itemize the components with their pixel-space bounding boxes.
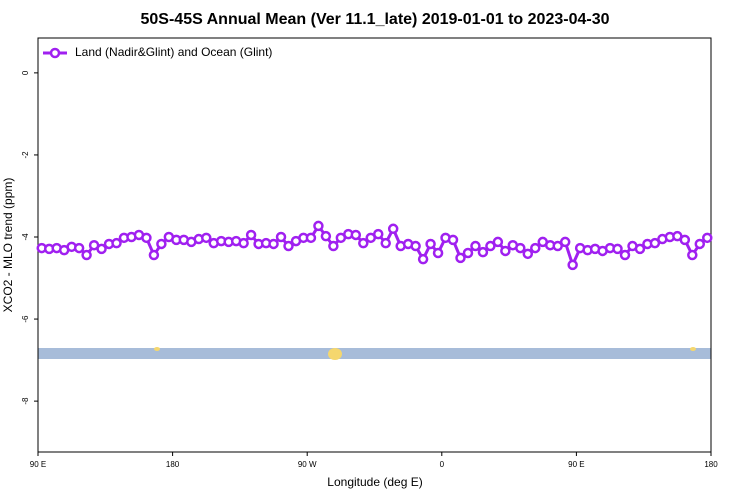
data-point [470, 240, 481, 252]
data-point [694, 238, 706, 250]
data-point [96, 243, 107, 255]
data-point [245, 229, 257, 241]
x-tick-label: 90 E [30, 460, 46, 469]
data-point [447, 234, 459, 246]
data-point [649, 237, 661, 249]
data-point [350, 229, 362, 241]
data-point [432, 247, 444, 259]
y-tick-label: -2 [21, 151, 30, 159]
data-point [455, 252, 466, 264]
data-point [268, 238, 279, 250]
data-point [530, 242, 541, 254]
data-point [148, 249, 160, 261]
data-point [634, 243, 646, 255]
x-tick-label: 180 [704, 460, 718, 469]
y-tick-label: 0 [21, 70, 30, 75]
y-tick-label: -8 [21, 397, 30, 405]
data-point [141, 232, 152, 244]
data-point [462, 247, 474, 259]
data-point [559, 236, 571, 248]
data-point [238, 237, 249, 249]
data-point [522, 248, 534, 260]
data-point [679, 234, 691, 246]
y-tick-label: -4 [21, 233, 30, 241]
x-tick-label: 0 [440, 460, 445, 469]
data-point [111, 237, 122, 249]
data-point [358, 237, 369, 249]
legend-marker [49, 47, 61, 59]
y-axis-label: XCO2 - MLO trend (ppm) [1, 178, 15, 313]
x-tick-label: 180 [166, 460, 180, 469]
land-ocean-strip [38, 348, 711, 359]
data-point [328, 240, 339, 252]
land-patch [690, 347, 696, 351]
chart-title: 50S-45S Annual Mean (Ver 11.1_late) 2019… [141, 11, 610, 28]
x-tick-label: 90 E [568, 460, 584, 469]
data-point [410, 240, 421, 252]
data-point [156, 238, 167, 250]
data-point [477, 246, 489, 258]
y-tick-label: -6 [21, 315, 30, 323]
data-point [702, 232, 713, 244]
data-point [283, 240, 294, 252]
legend-label: Land (Nadir&Glint) and Ocean (Glint) [75, 45, 272, 59]
data-point [425, 238, 436, 250]
x-axis-label: Longitude (deg E) [327, 475, 422, 489]
data-point [305, 232, 317, 244]
data-point [552, 240, 563, 252]
data-point [492, 236, 504, 248]
data-point [417, 253, 429, 265]
data-point [515, 242, 526, 254]
data-point [73, 242, 85, 254]
data-point [612, 243, 623, 255]
data-point [313, 220, 324, 232]
data-point [619, 249, 631, 261]
data-point [201, 232, 212, 244]
land-patch [154, 347, 160, 351]
data-point [380, 237, 391, 249]
data-point [275, 231, 287, 243]
data-point [687, 249, 698, 261]
data-point [81, 249, 92, 261]
data-point [500, 245, 511, 257]
data-point [567, 259, 578, 271]
land-patch [328, 348, 342, 360]
x-tick-label: 90 W [298, 460, 317, 469]
data-point [387, 223, 399, 235]
data-point [320, 230, 332, 242]
data-point [485, 240, 496, 252]
data-point [372, 228, 384, 240]
